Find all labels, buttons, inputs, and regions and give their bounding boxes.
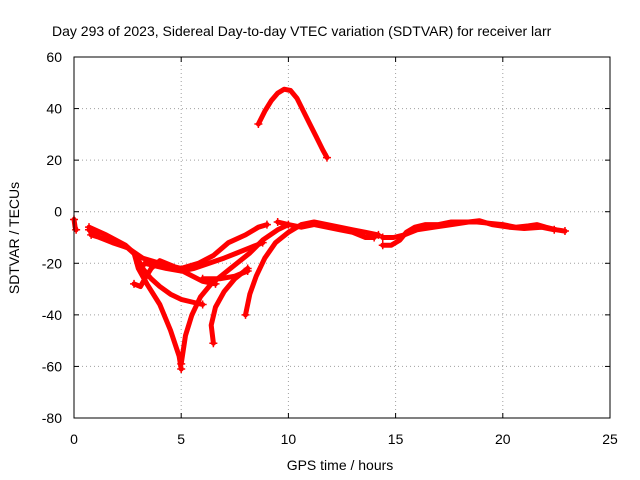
x-tick-label: 15 [388,431,404,447]
y-tick-label: -40 [42,307,62,323]
series-point-marker [198,300,207,309]
y-tick-label: 60 [46,49,62,65]
x-tick-label: 10 [281,431,297,447]
series-point-marker [130,279,139,288]
x-tick-labels: 0 5 10 15 20 25 [70,431,618,447]
series-line-track-11 [275,219,377,240]
x-tick-label: 0 [70,431,78,447]
data-series [70,86,569,374]
series-line-track-14 [380,218,557,240]
y-tick-label: -80 [42,410,62,426]
series-line-track-6 [142,240,266,274]
x-tick-label: 20 [495,431,511,447]
y-tick-label: 20 [46,152,62,168]
x-axis-title: GPS time / hours [287,457,394,473]
grid-lines [74,57,610,418]
series-line-track-4 [88,222,270,271]
y-tick-label: 0 [54,204,62,220]
y-tick-label: -60 [42,358,62,374]
series-point-marker [378,241,387,250]
series-point-marker [241,310,250,319]
chart-title: Day 293 of 2023, Sidereal Day-to-day VTE… [52,23,552,39]
series-line-track-5 [131,258,218,289]
y-axis-title: SDTVAR / TECUs [6,182,22,294]
series-line-track-12 [255,86,330,161]
series-point-marker [198,274,207,283]
series-line-track-7 [178,222,291,367]
x-tick-label: 25 [602,431,618,447]
y-tick-label: 40 [46,101,62,117]
series-point-marker [72,225,81,234]
series-point-marker [262,220,271,229]
series-point-marker [374,230,383,239]
series-line-track-3 [86,224,184,372]
series-point-marker [560,227,569,236]
y-tick-labels: -80 -60 -40 -20 0 20 40 60 [42,49,62,426]
x-tick-label: 5 [177,431,185,447]
series-point-marker [378,233,387,242]
series-line-track-9 [200,268,251,282]
series-point-marker [87,230,96,239]
series-point-marker [85,223,94,232]
series-point-marker [177,359,186,368]
series-point-marker [209,339,218,348]
series-point-marker [370,233,379,242]
series-point-marker [322,153,331,162]
y-tick-label: -20 [42,255,62,271]
series-point-marker [273,218,282,227]
plot-frame [73,56,611,419]
series-point-marker [243,267,252,276]
series-point-marker [550,225,559,234]
series-point-marker [140,259,149,268]
axis-ticks [73,56,611,419]
series-point-marker [254,120,263,129]
